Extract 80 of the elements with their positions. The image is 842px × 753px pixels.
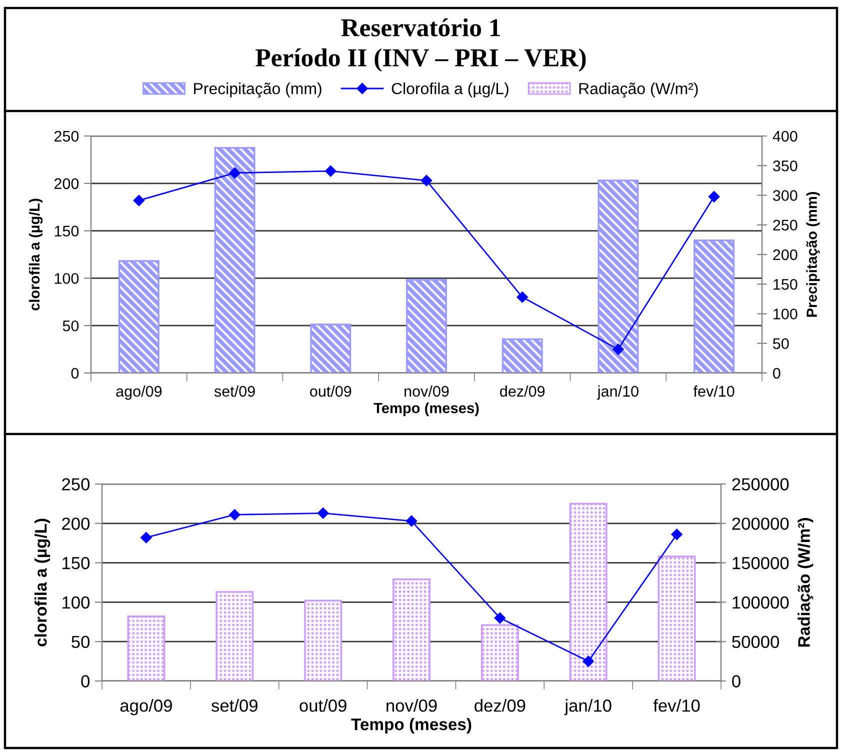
x-tick-label: jan/10	[597, 386, 638, 400]
bar	[214, 147, 256, 373]
point	[229, 167, 240, 179]
point	[494, 612, 506, 624]
bar	[310, 324, 352, 373]
y-tick-label: 100	[54, 273, 79, 284]
y2-axis-title: Precipitação (mm)	[806, 192, 820, 317]
point	[317, 508, 329, 519]
x-tick-label: out/09	[310, 386, 352, 397]
x-tick-label: nov/09	[404, 386, 449, 397]
y2-tick-label: 300	[773, 190, 798, 201]
y-tick-label: 0	[81, 675, 90, 688]
y2-tick-label: 100	[774, 308, 798, 320]
legend-label: Radiação (W/m²)	[579, 82, 698, 98]
y2-tick-label: 150	[774, 278, 798, 290]
bar	[118, 260, 160, 373]
point	[406, 515, 418, 527]
bar	[694, 239, 735, 373]
y-tick-label: 150	[62, 556, 90, 570]
y-axis-title: clorofila a (µg/L)	[28, 198, 43, 310]
y2-axis-title: Radiação (W/m²)	[798, 518, 814, 647]
y2-tick-label: 0	[773, 368, 780, 379]
x-tick-label: dez/09	[500, 386, 545, 397]
point	[325, 165, 336, 177]
bar	[216, 591, 254, 681]
x-tick-label: dez/09	[474, 699, 526, 712]
x-tick-label: fev/10	[693, 386, 734, 397]
point	[140, 532, 152, 544]
x-axis-title: Tempo (meses)	[351, 718, 472, 734]
y-tick-label: 150	[54, 226, 79, 236]
bar	[406, 279, 447, 373]
y-tick-label: 0	[71, 368, 79, 379]
y2-tick-label: 350	[773, 160, 798, 172]
point	[671, 528, 682, 540]
y-axis-title: clorofila a (µg/L)	[34, 518, 50, 646]
point	[612, 344, 624, 355]
y-tick-label: 250	[62, 478, 90, 490]
point	[229, 509, 240, 520]
x-tick-label: ago/09	[120, 699, 172, 716]
y2-tick-label: 200	[773, 249, 798, 260]
bar	[392, 578, 430, 681]
x-tick-label: set/09	[214, 386, 255, 397]
y-tick-label: 250	[54, 130, 79, 142]
y-tick-label: 50	[62, 320, 79, 332]
y2-tick-label: 250	[773, 220, 798, 231]
x-tick-label: set/09	[211, 699, 258, 712]
point	[582, 656, 594, 667]
chart-title: Reservatório 1	[341, 18, 500, 36]
point	[133, 194, 145, 206]
x-tick-label: out/09	[300, 699, 346, 712]
y-tick-label: 100	[62, 596, 90, 609]
bar	[127, 616, 166, 681]
legend-label: Precipitação (mm)	[194, 82, 322, 98]
legend-label: Clorofila a (µg/L)	[392, 82, 508, 98]
bar	[480, 624, 519, 681]
y2-tick-label: 150000	[732, 556, 789, 570]
y2-tick-label: 400	[772, 130, 798, 142]
y2-tick-label: 100000	[732, 596, 789, 609]
point	[516, 292, 528, 303]
bar	[658, 556, 696, 681]
y2-tick-label: 250000	[732, 478, 789, 490]
y-tick-label: 50	[72, 636, 90, 648]
y-tick-label: 200	[62, 518, 90, 530]
x-axis-title: Tempo (meses)	[374, 402, 479, 416]
bar	[598, 180, 639, 373]
bar	[502, 338, 543, 373]
point	[708, 191, 720, 202]
bar	[304, 600, 342, 681]
x-tick-label: ago/09	[116, 386, 162, 400]
bar	[569, 502, 608, 681]
y2-tick-label: 0	[732, 675, 740, 688]
point	[420, 174, 432, 186]
y-tick-label: 200	[54, 178, 79, 190]
x-tick-label: nov/09	[386, 699, 437, 712]
x-tick-label: fev/10	[653, 699, 700, 712]
y2-tick-label: 50	[773, 338, 789, 350]
chart-subtitle: Período II (INV – PRI – VER)	[256, 48, 586, 72]
y2-tick-label: 200000	[732, 518, 789, 530]
x-tick-label: jan/10	[564, 699, 612, 716]
y2-tick-label: 50000	[732, 636, 780, 648]
